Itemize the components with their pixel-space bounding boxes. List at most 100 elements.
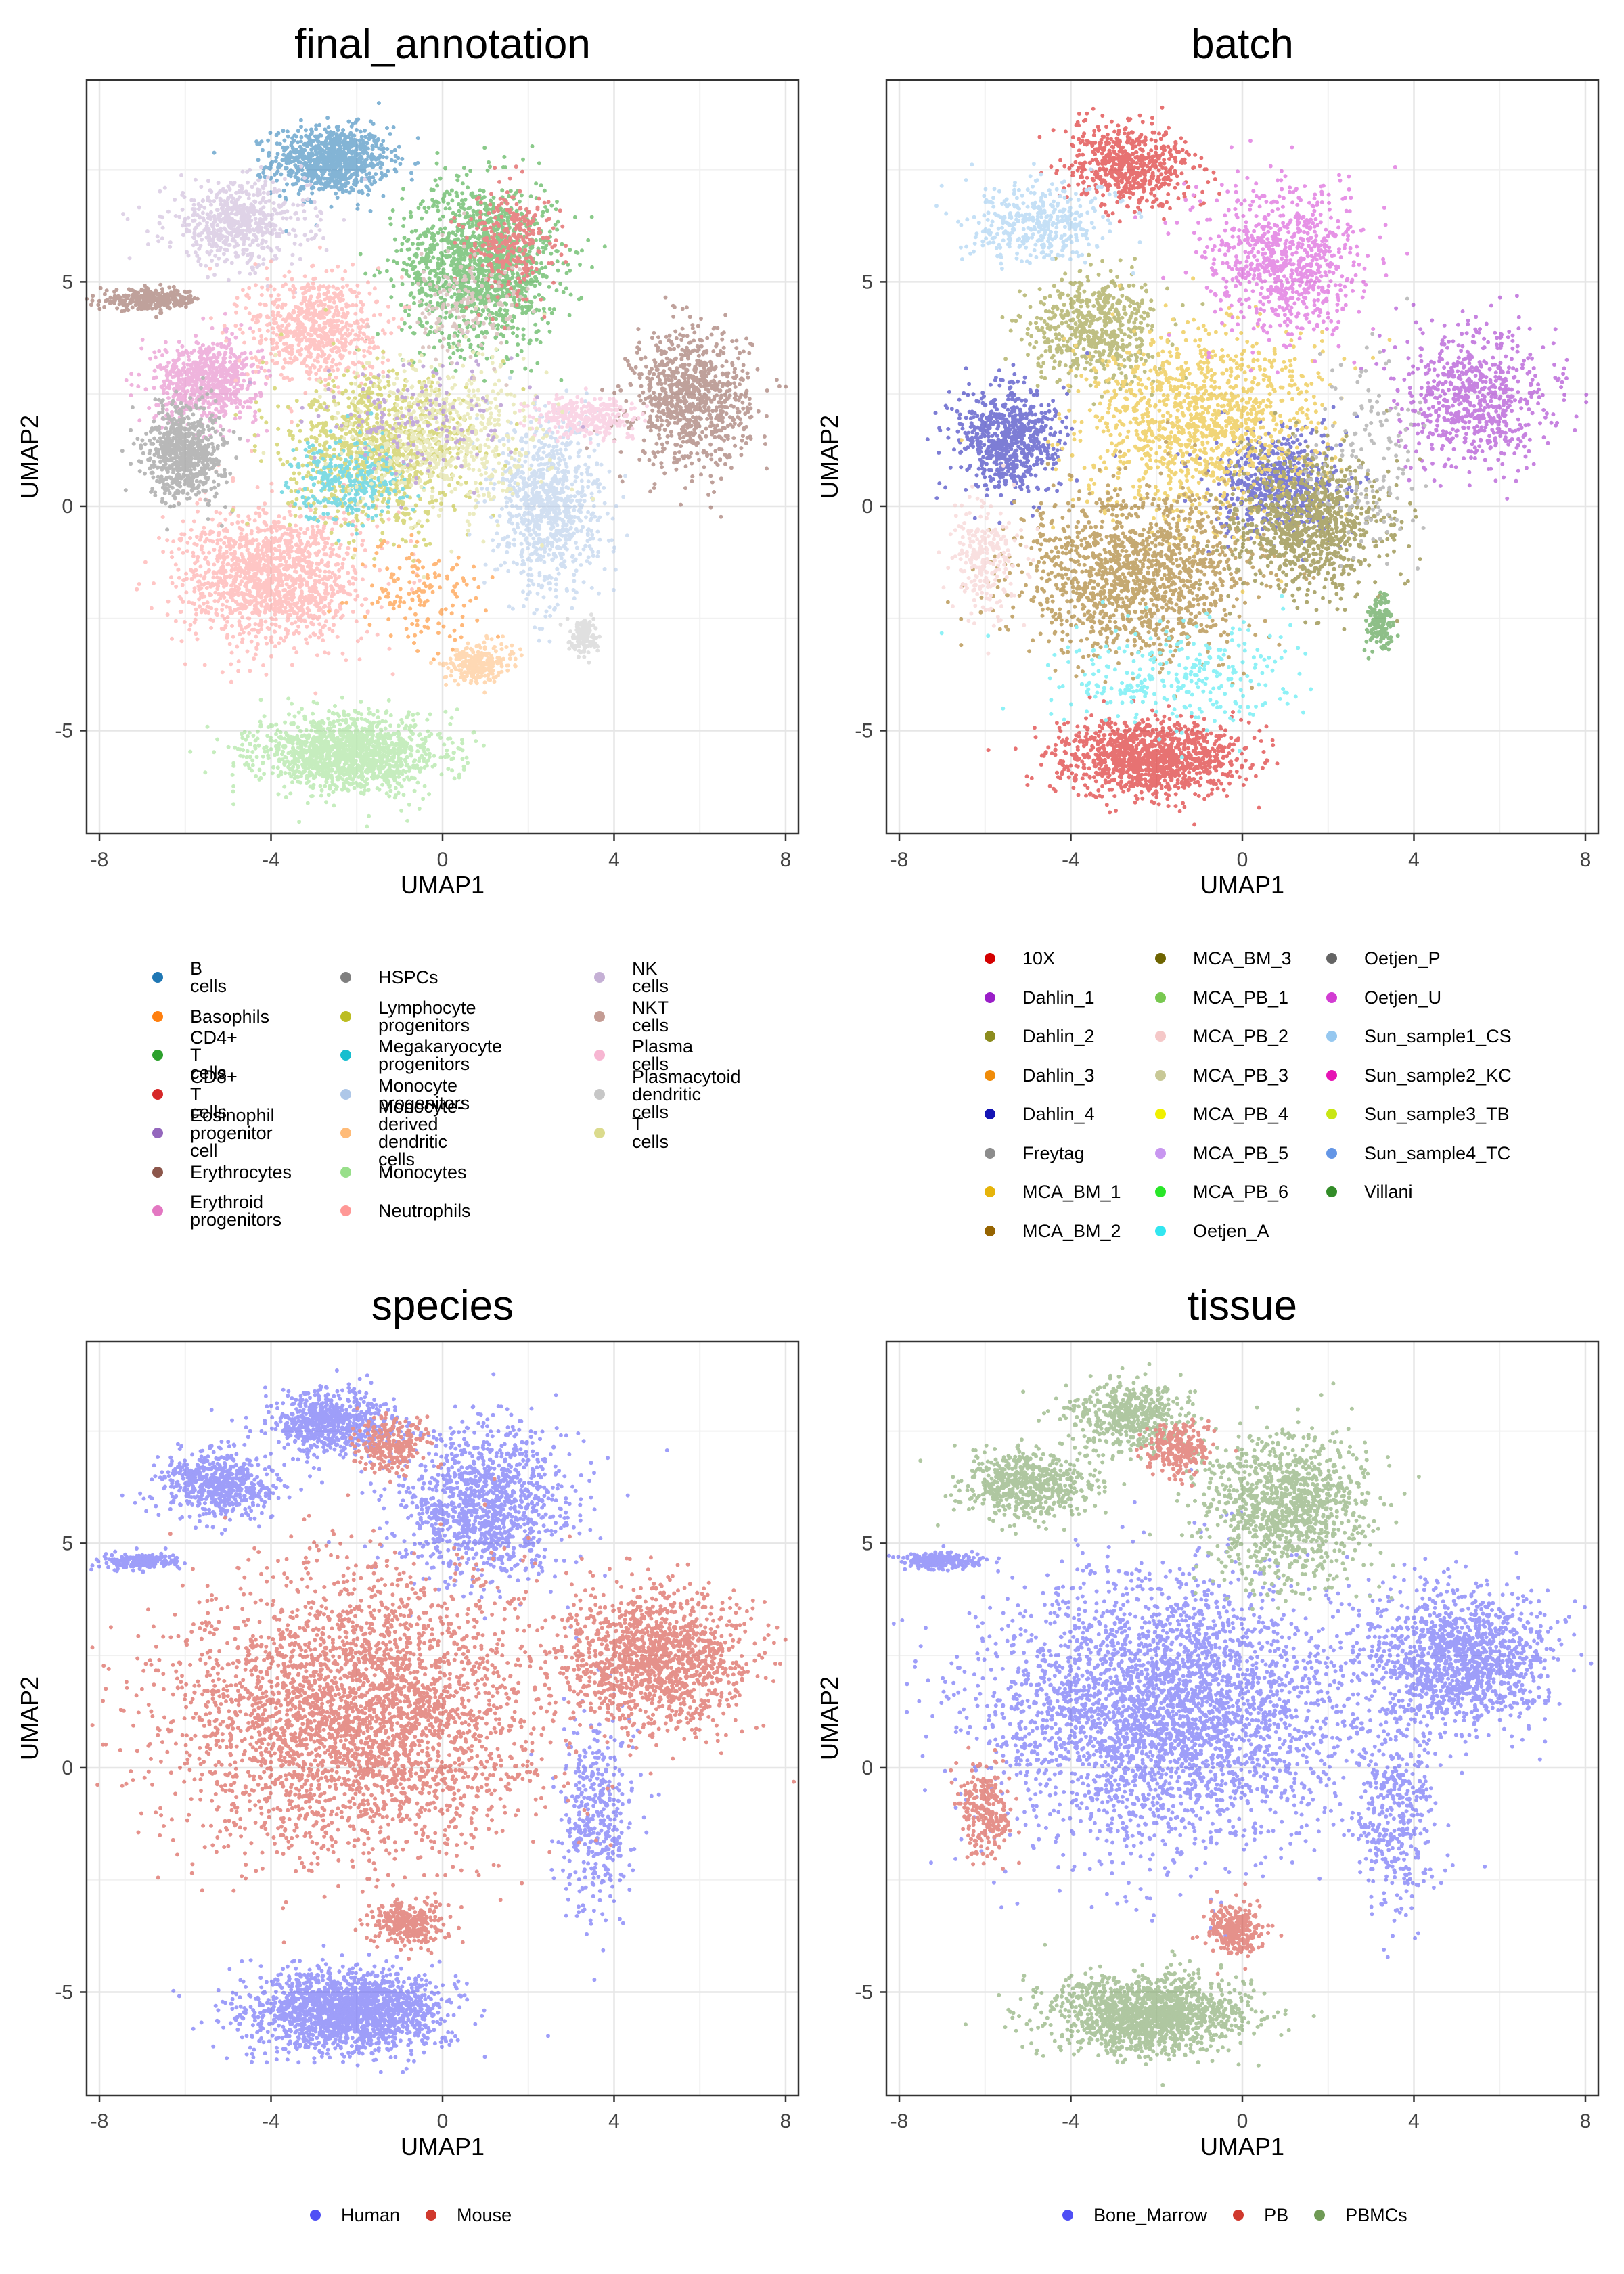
data-point <box>351 303 355 307</box>
data-point <box>636 327 641 332</box>
data-point <box>667 378 671 382</box>
data-point <box>294 155 298 160</box>
data-point <box>345 168 350 173</box>
data-point <box>484 206 489 210</box>
data-point <box>200 230 204 235</box>
data-point <box>256 349 261 354</box>
data-point <box>273 316 277 321</box>
data-point <box>313 233 318 238</box>
data-point <box>298 152 302 156</box>
data-point <box>504 340 509 344</box>
data-point <box>720 337 725 342</box>
data-point <box>108 295 113 300</box>
data-point <box>260 241 265 246</box>
data-point <box>703 380 708 384</box>
data-point <box>253 234 258 239</box>
data-point <box>671 374 675 378</box>
data-point <box>129 393 133 398</box>
data-point <box>319 186 324 191</box>
data-point <box>527 249 532 254</box>
data-point <box>463 197 468 202</box>
data-point <box>412 331 417 336</box>
data-point <box>287 231 292 236</box>
data-point <box>261 221 266 226</box>
data-point <box>433 178 438 183</box>
data-point <box>411 242 415 246</box>
data-point <box>729 403 734 408</box>
data-point <box>325 130 330 135</box>
data-point <box>228 382 233 386</box>
data-point <box>171 381 175 386</box>
data-point <box>742 427 746 432</box>
data-point <box>334 171 339 175</box>
data-point <box>245 386 250 391</box>
data-point <box>495 326 500 331</box>
data-point <box>533 284 537 288</box>
data-point <box>523 366 528 371</box>
data-point <box>294 134 298 139</box>
data-point <box>413 162 418 166</box>
data-point <box>152 416 157 420</box>
data-point <box>275 211 279 216</box>
data-point <box>679 338 684 342</box>
data-point <box>233 378 238 383</box>
data-point <box>520 311 525 315</box>
data-point <box>166 360 171 365</box>
data-point <box>183 383 187 388</box>
data-point <box>470 223 475 228</box>
data-point <box>429 294 433 298</box>
data-point <box>198 221 202 226</box>
data-point <box>195 253 200 258</box>
data-point <box>441 261 446 265</box>
data-point <box>620 479 625 484</box>
data-point <box>226 196 231 200</box>
data-point <box>162 302 167 307</box>
data-point <box>427 276 432 281</box>
data-point <box>399 303 403 307</box>
data-point <box>233 416 238 421</box>
data-point <box>398 162 403 166</box>
data-point <box>461 166 466 170</box>
data-point <box>704 450 708 455</box>
data-point <box>260 233 265 238</box>
data-point <box>691 439 695 443</box>
data-point <box>224 338 229 343</box>
data-point <box>730 361 735 365</box>
data-point <box>137 372 141 377</box>
data-point <box>161 294 166 299</box>
data-point <box>338 169 343 174</box>
data-point <box>258 394 263 399</box>
data-point <box>463 215 468 220</box>
data-point <box>315 152 319 157</box>
data-point <box>389 158 394 162</box>
data-point <box>697 392 702 397</box>
data-point <box>371 163 376 168</box>
data-point <box>700 430 705 434</box>
data-point <box>434 271 439 276</box>
data-point <box>102 292 107 296</box>
data-point <box>482 146 487 150</box>
data-point <box>459 233 464 238</box>
data-point <box>160 353 164 357</box>
data-point <box>304 183 309 188</box>
data-point <box>356 117 361 122</box>
data-point <box>445 190 449 194</box>
data-point <box>352 133 357 138</box>
data-point <box>205 212 210 217</box>
data-point <box>683 353 688 357</box>
data-point <box>612 391 616 395</box>
data-point <box>559 378 564 382</box>
data-point <box>271 180 275 185</box>
data-point <box>488 164 492 169</box>
data-point <box>540 213 545 218</box>
data-point <box>215 263 219 267</box>
data-point <box>451 341 456 346</box>
data-point <box>524 309 529 314</box>
data-point <box>150 306 154 311</box>
data-point <box>277 203 281 208</box>
data-point <box>274 155 279 160</box>
data-point <box>664 400 669 405</box>
data-point <box>733 443 738 448</box>
data-point <box>372 179 377 183</box>
data-point <box>685 334 690 338</box>
